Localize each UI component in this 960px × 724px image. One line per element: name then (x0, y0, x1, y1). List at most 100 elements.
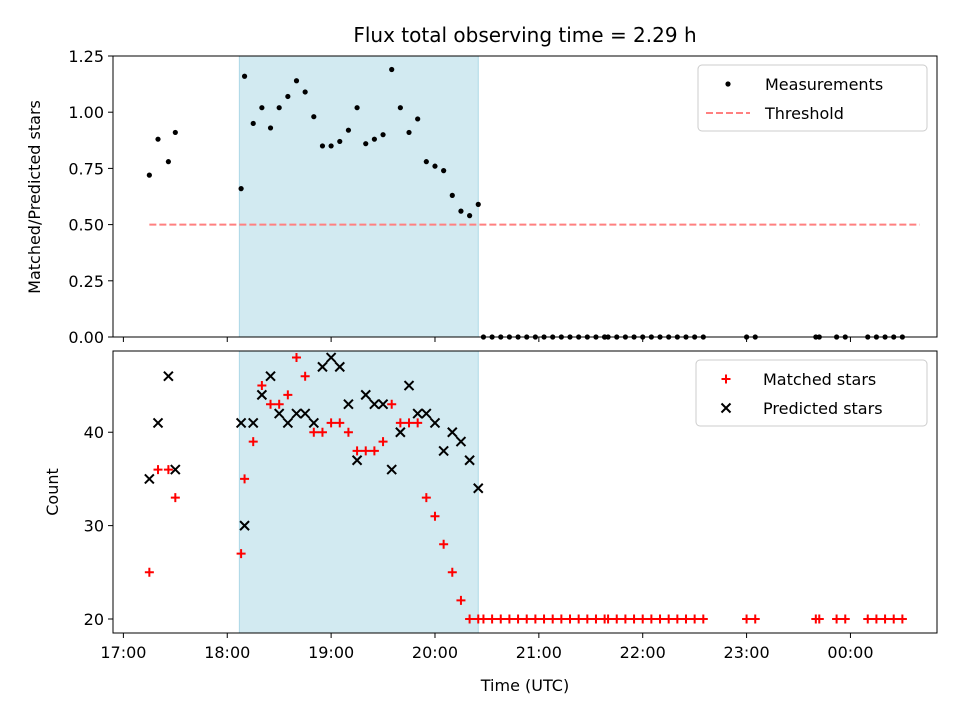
bottom-series-1-point-14 (317, 361, 328, 373)
bottom-series-0-point-67 (871, 614, 881, 624)
x-axis-label: Time (UTC) (480, 676, 569, 695)
bottom-legend-box (695, 359, 928, 427)
bottom-series-0-point-5 (240, 474, 250, 484)
xtick-label-2: 19:00 (308, 643, 354, 662)
bottom-series-0-point-59 (698, 614, 708, 624)
top-series-0-point-5 (241, 73, 248, 79)
bottom-series-1-point-28 (438, 445, 449, 457)
bottom-series-0-point-3 (170, 493, 180, 503)
bottom-series-1-point-15 (325, 352, 337, 363)
top-ytick-label-0: 0.00 (68, 328, 104, 347)
bottom-series-1-point-30 (455, 436, 467, 447)
xtick-label-7: 00:00 (827, 643, 873, 662)
top-series-0-point-27 (432, 163, 438, 169)
bottom-series-0-point-69 (889, 614, 899, 624)
bottom-series-0-point-49 (612, 614, 622, 624)
top-series-0-point-6 (250, 120, 256, 127)
bottom-series-0-point-18 (352, 446, 362, 456)
bottom-series-0-point-38 (522, 614, 532, 624)
bottom-series-0-point-35 (496, 614, 506, 624)
top-series-0-point-20 (371, 136, 377, 142)
bottom-series-0-point-68 (880, 614, 890, 624)
bottom-series-0-point-54 (655, 614, 665, 624)
bottom-series-0-point-60 (742, 614, 752, 624)
top-series-0-point-0 (146, 172, 152, 178)
bottom-series-0-point-23 (395, 418, 405, 428)
top-plot: 0.00 0.25 0.50 0.75 1.00 1.25 Measurements Thre… (68, 47, 938, 347)
top-series-0-point-28 (441, 168, 447, 174)
bottom-series-0-point-41 (548, 614, 558, 624)
bottom-series-1-point-20 (369, 399, 380, 410)
xtick-label-1: 18:00 (204, 643, 250, 662)
bottom-series-0-point-48 (603, 614, 613, 624)
xtick-label-6: 23:00 (724, 643, 770, 662)
bottom-series-0-point-13 (309, 427, 319, 437)
top-legend-label-1: Threshold (764, 104, 844, 123)
bottom-series-0-point-16 (335, 418, 345, 428)
bottom-series-0-point-24 (404, 418, 414, 428)
bottom-observing-span (238, 350, 479, 634)
bottom-series-0-point-25 (413, 418, 423, 428)
top-series-0-point-31 (467, 213, 473, 219)
top-ytick-label-4: 1.00 (68, 103, 104, 122)
top-ytick-label-2: 0.50 (68, 216, 104, 235)
bottom-series-0-point-43 (565, 614, 575, 624)
bottom-series-0-point-12 (300, 371, 310, 381)
top-chart-title: Flux total observing time = 2.29 h (353, 23, 696, 47)
top-series-0-point-14 (319, 143, 326, 149)
bottom-series-0-point-1 (153, 465, 163, 475)
bottom-series-1-point-2 (163, 371, 174, 382)
bottom-series-0-point-20 (369, 446, 379, 456)
bottom-series-0-point-2 (163, 465, 173, 475)
bottom-series-0-point-51 (629, 614, 639, 624)
bottom-series-0-point-0 (144, 567, 154, 577)
bottom-series-0-point-11 (291, 353, 301, 363)
bottom-series-0-point-31 (465, 614, 475, 624)
bottom-series-0-point-33 (478, 614, 488, 624)
bottom-series-0-point-53 (646, 614, 656, 624)
bottom-plot: 20 30 40 17:00 18:00 19:00 20:00 21:00 22:00 23:0… (84, 350, 938, 662)
bottom-series-1-point-10 (282, 417, 294, 429)
bottom-series-1-point-27 (429, 417, 441, 429)
bottom-series-0-point-66 (863, 614, 873, 624)
top-series-0-point-17 (345, 127, 352, 133)
bottom-series-1-point-6 (248, 417, 259, 429)
bottom-series-1-point-16 (334, 361, 345, 373)
bottom-series-1-point-19 (360, 389, 371, 401)
bottom-series-0-point-56 (672, 614, 682, 624)
bottom-series-0-point-63 (814, 614, 824, 624)
bottom-series-0-point-8 (266, 399, 276, 409)
bottom-series-1-point-7 (256, 389, 268, 401)
bottom-series-0-point-55 (664, 614, 674, 624)
bottom-series-1-point-5 (239, 520, 250, 531)
bottom-series-0-point-6 (248, 437, 258, 447)
top-series-0-point-24 (406, 129, 412, 136)
bottom-series-0-point-19 (361, 446, 371, 456)
bottom-series-0-point-36 (504, 614, 514, 624)
bottom-series-0-point-39 (530, 614, 540, 624)
top-series-0-point-7 (259, 105, 265, 111)
legend-measurements-marker (725, 81, 731, 87)
bottom-series-0-point-42 (556, 614, 566, 624)
top-series-0-point-10 (285, 93, 291, 100)
bottom-legend: Matched stars Predicted stars (695, 359, 928, 427)
top-series-0-point-18 (354, 105, 360, 111)
xtick-label-4: 21:00 (516, 643, 562, 662)
bottom-series-1-point-17 (343, 399, 354, 410)
bottom-series-0-point-9 (274, 399, 284, 409)
top-series-0-point-21 (380, 132, 386, 138)
top-observing-span (238, 55, 479, 338)
bottom-series-0-point-57 (681, 614, 691, 624)
bottom-series-1-point-26 (421, 408, 432, 419)
bottom-series-0-point-44 (574, 614, 584, 624)
bottom-series-0-point-52 (638, 614, 648, 624)
bottom-series-1-point-24 (403, 380, 415, 391)
bottom-series-0-point-14 (317, 427, 327, 437)
top-series-0-point-25 (415, 116, 421, 122)
bottom-series-0-point-15 (326, 418, 336, 428)
bottom-series-1-point-23 (395, 427, 406, 438)
bottom-series-1-point-29 (447, 427, 458, 438)
bottom-ytick-label-0: 20 (84, 610, 104, 629)
top-series-0-point-3 (172, 129, 178, 136)
